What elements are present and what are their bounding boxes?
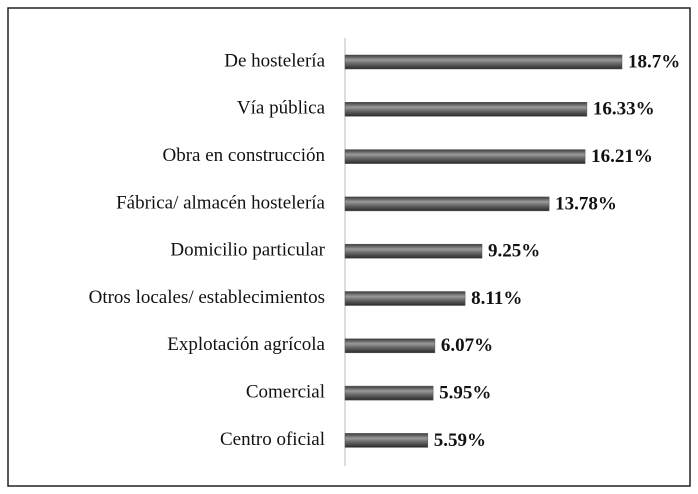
- bar: [344, 196, 550, 212]
- category-label: Comercial: [246, 381, 325, 402]
- category-label: Explotación agrícola: [167, 334, 325, 355]
- value-label: 5.95%: [439, 382, 491, 403]
- value-label: 9.25%: [488, 241, 540, 262]
- category-label: Fábrica/ almacén hostelería: [116, 192, 325, 213]
- value-label: 18.7%: [628, 51, 680, 72]
- value-label: 16.21%: [591, 146, 653, 167]
- bar: [344, 433, 429, 448]
- value-label: 13.78%: [555, 193, 617, 214]
- bar: [344, 385, 434, 401]
- value-label: 16.33%: [593, 99, 655, 120]
- value-label: 5.59%: [434, 430, 486, 451]
- category-label: Otros locales/ establecimientos: [89, 287, 325, 308]
- bar: [344, 102, 588, 117]
- category-label: Vía pública: [237, 98, 326, 119]
- bar: [344, 338, 436, 354]
- bar: [344, 243, 483, 259]
- value-label: 8.11%: [471, 288, 522, 309]
- category-label: Centro oficial: [220, 429, 325, 450]
- category-label: De hostelería: [224, 50, 325, 71]
- value-label: 6.07%: [441, 335, 493, 356]
- bar: [344, 291, 466, 306]
- bar: [344, 149, 586, 164]
- category-label: Obra en construcción: [163, 145, 326, 166]
- bar: [344, 54, 623, 70]
- category-label: Domicilio particular: [170, 240, 325, 261]
